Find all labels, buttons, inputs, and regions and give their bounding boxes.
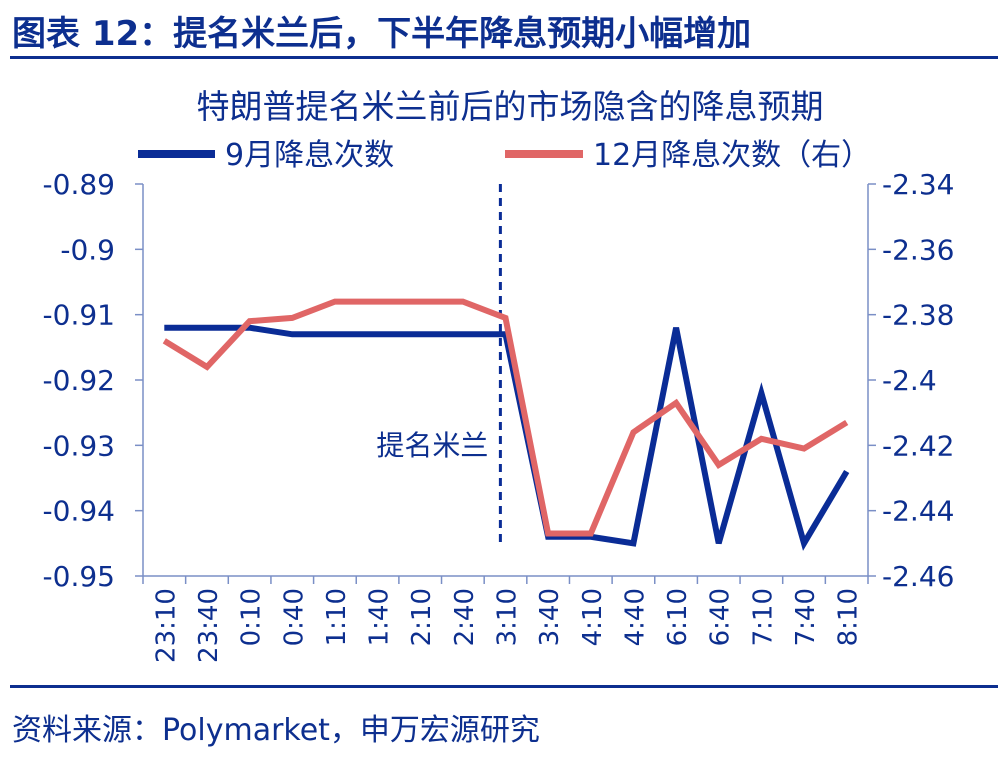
y-left-tick-label: -0.91 (43, 299, 115, 332)
line-chart: 特朗普提名米兰前后的市场隐含的降息预期 9月降息次数 12月降息次数（右） -0… (43, 87, 955, 663)
footer-rule (10, 685, 998, 688)
x-tick-label: 4:10 (578, 588, 608, 646)
x-tick-label: 1:10 (322, 588, 352, 646)
x-tick-label: 0:10 (237, 588, 267, 646)
y-left-tick-label: -0.89 (43, 168, 115, 201)
x-tick-label: 3:10 (493, 588, 523, 646)
y-left-tick-label: -0.92 (43, 364, 115, 397)
legend-label-series1: 9月降息次数 (225, 138, 394, 173)
y-right-tick-label: -2.34 (882, 168, 954, 201)
chart-title: 特朗普提名米兰前后的市场隐含的降息预期 (197, 87, 824, 126)
y-right-tick-label: -2.4 (882, 364, 937, 397)
x-tick-label: 4:40 (620, 588, 650, 646)
figure-title: 图表 12：提名米兰后，下半年降息预期小幅增加 (12, 14, 752, 54)
x-tick-label: 2:10 (407, 588, 437, 646)
y-right-tick-label: -2.46 (882, 560, 954, 593)
y-left-tick-label: -0.9 (60, 233, 115, 266)
x-tick-label: 1:40 (365, 588, 395, 646)
x-tick-label: 23:10 (151, 588, 181, 663)
y-right-tick-label: -2.44 (882, 495, 954, 528)
x-tick-label: 6:40 (706, 588, 736, 646)
x-tick-label: 8:10 (834, 588, 864, 646)
x-tick-label: 0:40 (279, 588, 309, 646)
y-right-tick-label: -2.38 (882, 299, 954, 332)
source-note: 资料来源：Polymarket，申万宏源研究 (12, 713, 540, 748)
title-rule (10, 56, 998, 59)
annotation-label: 提名米兰 (376, 429, 488, 462)
series-line-2 (162, 298, 849, 537)
x-tick-label: 7:10 (748, 588, 778, 646)
y-right-tick-label: -2.36 (882, 233, 954, 266)
series-line-1 (164, 324, 850, 551)
y-left-tick-label: -0.95 (43, 560, 115, 593)
y-right-tick-label: -2.42 (882, 429, 954, 462)
x-tick-label: 3:40 (535, 588, 565, 646)
series-lines (162, 298, 850, 551)
x-tick-label: 7:40 (791, 588, 821, 646)
x-tick-label: 2:40 (450, 588, 480, 646)
legend-label-series2: 12月降息次数（右） (593, 138, 871, 173)
y-left-tick-label: -0.93 (43, 429, 115, 462)
annotation: 提名米兰 (376, 184, 502, 548)
x-tick-label: 23:40 (194, 588, 224, 663)
axes: -0.89 -0.9 -0.91 -0.92 -0.93 -0.94 -0.95 -2.34 -… (43, 168, 955, 663)
legend: 9月降息次数 12月降息次数（右） (138, 138, 871, 173)
x-tick-label: 6:10 (663, 588, 693, 646)
y-left-tick-label: -0.94 (43, 495, 115, 528)
